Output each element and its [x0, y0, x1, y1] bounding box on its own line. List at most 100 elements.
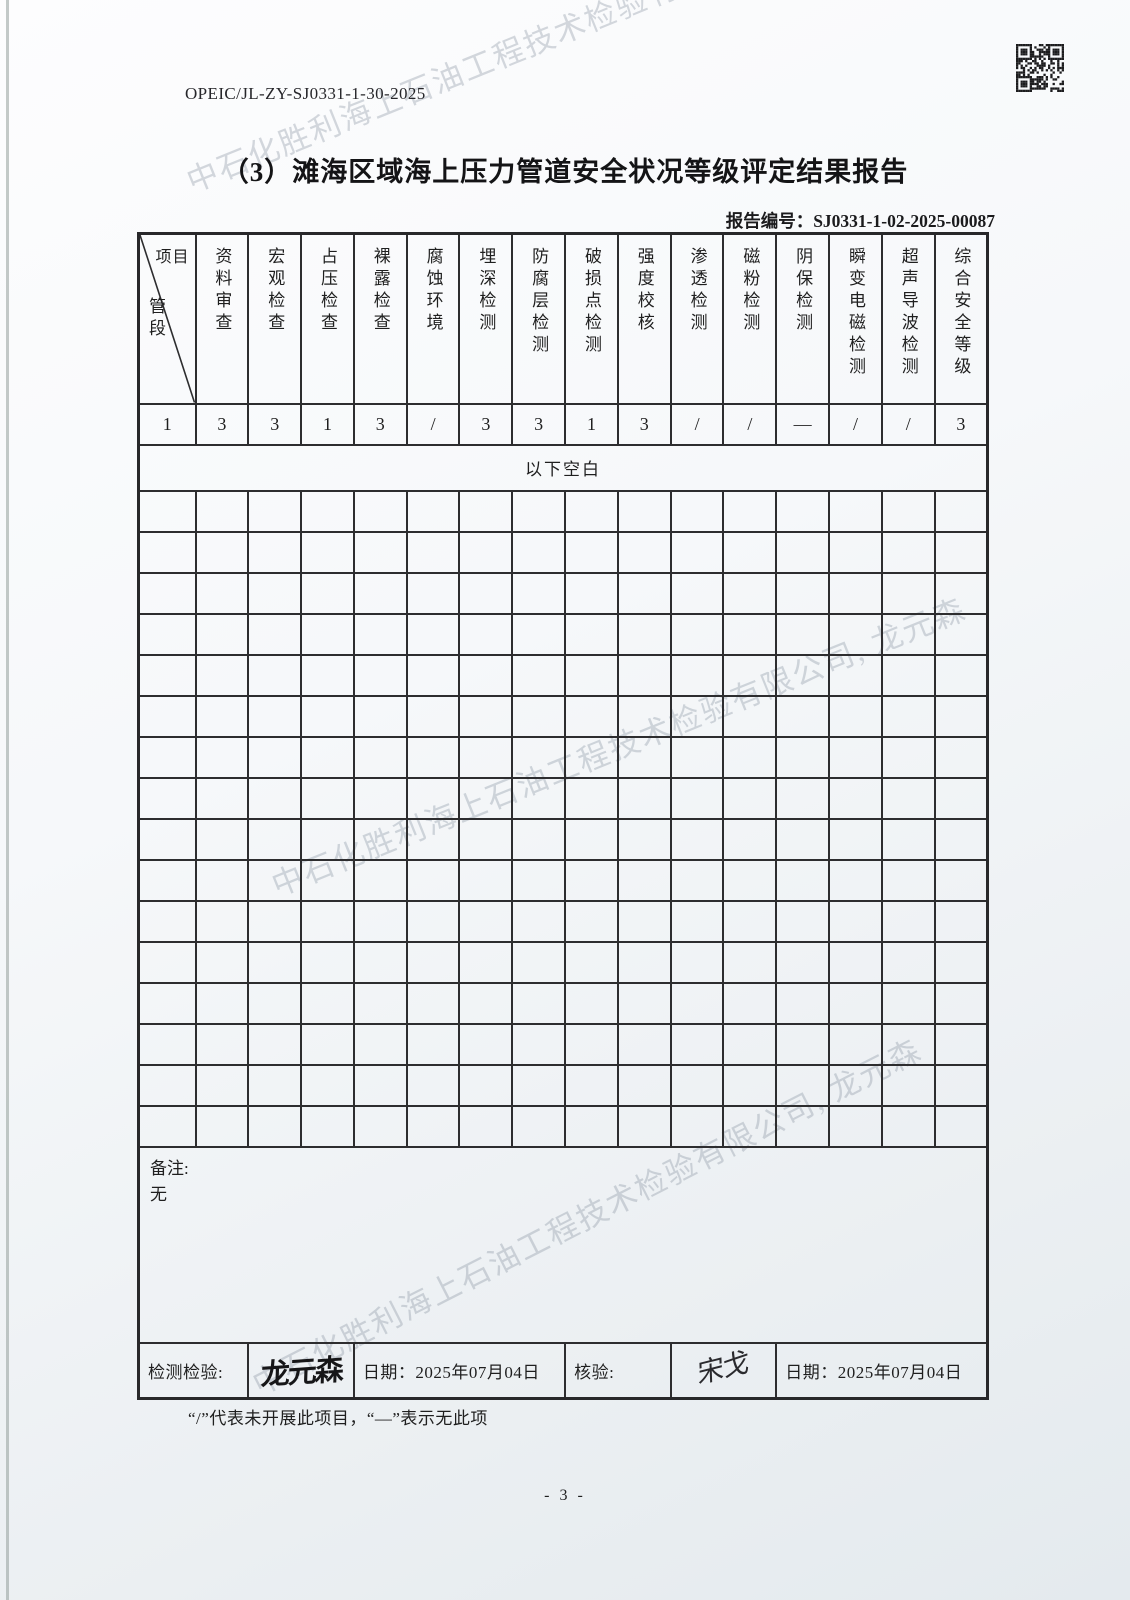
column-header: 综合安全等级: [933, 232, 989, 405]
table-empty-row: [137, 653, 989, 697]
table-corner-cell: 项目 管段: [137, 232, 197, 405]
empty-cell: [458, 571, 514, 615]
empty-cell: [137, 940, 197, 984]
column-header: 裸露检查: [352, 232, 408, 405]
table-empty-row: [137, 612, 989, 656]
signature-row: 检测检验: 龙元森 日期：2025年07月04日 核验: 宋戈 日期：2025年…: [137, 1341, 989, 1400]
empty-cell: [405, 735, 461, 779]
result-value-cell: 3: [511, 402, 567, 446]
empty-cell: [933, 940, 989, 984]
column-header: 渗透检测: [669, 232, 725, 405]
empty-cell: [880, 1022, 936, 1066]
empty-cell: [564, 899, 619, 943]
empty-cell: [405, 817, 461, 861]
empty-cell: [933, 858, 989, 902]
empty-cell: [300, 817, 355, 861]
empty-cell: [300, 776, 355, 820]
empty-cell: [458, 776, 514, 820]
diagonal-divider: [140, 235, 195, 403]
empty-cell: [775, 899, 831, 943]
empty-cell: [352, 571, 408, 615]
empty-cell: [352, 735, 408, 779]
empty-cell: [775, 571, 831, 615]
result-value-cell: /: [828, 402, 883, 446]
empty-cell: [828, 694, 883, 738]
empty-cell: [775, 489, 831, 533]
column-header: 破损点检测: [564, 232, 619, 405]
empty-cell: [616, 1063, 672, 1107]
empty-cell: [564, 694, 619, 738]
empty-cell: [352, 817, 408, 861]
empty-cell: [194, 899, 250, 943]
empty-cell: [722, 653, 778, 697]
empty-cell: [933, 1104, 989, 1148]
empty-cell: [137, 817, 197, 861]
empty-cell: [722, 981, 778, 1025]
empty-cell: [775, 858, 831, 902]
empty-cell: [511, 530, 567, 574]
blank-below-label: 以下空白: [137, 443, 989, 492]
empty-cell: [300, 1063, 355, 1107]
empty-cell: [775, 776, 831, 820]
empty-cell: [775, 694, 831, 738]
inspector-signature: 龙元森: [247, 1341, 355, 1400]
empty-cell: [933, 571, 989, 615]
result-value-cell: 3: [352, 402, 408, 446]
empty-cell: [137, 735, 197, 779]
empty-cell: [352, 940, 408, 984]
result-value-cell: —: [775, 402, 831, 446]
empty-cell: [405, 530, 461, 574]
empty-cell: [511, 612, 567, 656]
empty-cell: [722, 899, 778, 943]
empty-cell: [300, 653, 355, 697]
empty-cell: [616, 571, 672, 615]
empty-cell: [722, 735, 778, 779]
empty-cell: [722, 571, 778, 615]
result-value-cell: 3: [458, 402, 514, 446]
column-header: 资料审查: [194, 232, 250, 405]
column-header: 防腐层检测: [511, 232, 567, 405]
empty-cell: [511, 735, 567, 779]
empty-cell: [828, 735, 883, 779]
empty-cell: [137, 1063, 197, 1107]
empty-cell: [880, 694, 936, 738]
table-empty-row: [137, 858, 989, 902]
page-number: - 3 -: [544, 1487, 586, 1504]
empty-cell: [828, 1063, 883, 1107]
empty-cell: [933, 530, 989, 574]
empty-cell: [828, 981, 883, 1025]
empty-cell: [458, 899, 514, 943]
column-header: 超声导波检测: [880, 232, 936, 405]
empty-cell: [669, 981, 725, 1025]
empty-cell: [458, 530, 514, 574]
empty-cell: [669, 530, 725, 574]
remarks-row: 备注: 无: [137, 1145, 989, 1344]
empty-cell: [137, 858, 197, 902]
column-header: 埋深检测: [458, 232, 514, 405]
empty-cell: [722, 1104, 778, 1148]
empty-cell: [828, 1022, 883, 1066]
empty-cell: [669, 694, 725, 738]
empty-cell: [616, 1022, 672, 1066]
empty-cell: [511, 653, 567, 697]
empty-cell: [722, 1063, 778, 1107]
empty-cell: [405, 1022, 461, 1066]
empty-cell: [828, 489, 883, 533]
empty-cell: [194, 981, 250, 1025]
empty-cell: [194, 489, 250, 533]
handwritten-signature: 龙元森: [260, 1354, 342, 1393]
empty-cell: [722, 694, 778, 738]
empty-cell: [722, 776, 778, 820]
report-number-label: 报告编号：: [725, 211, 814, 231]
empty-cell: [511, 940, 567, 984]
empty-cell: [880, 817, 936, 861]
empty-cell: [194, 1022, 250, 1066]
empty-cell: [616, 530, 672, 574]
empty-cell: [722, 612, 778, 656]
empty-cell: [722, 940, 778, 984]
empty-cell: [880, 571, 936, 615]
empty-cell: [775, 530, 831, 574]
empty-cell: [669, 776, 725, 820]
empty-cell: [247, 858, 303, 902]
empty-cell: [669, 489, 725, 533]
